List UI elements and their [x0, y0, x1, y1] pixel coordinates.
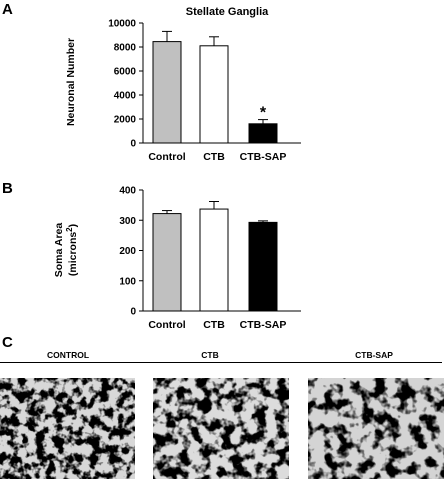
- micrograph-panel: CONTROL CTB CTB-SAP: [0, 350, 444, 479]
- chart-b-bar-ctb: [199, 208, 229, 312]
- chart-b-y-axis-unit: (microns: [67, 232, 79, 277]
- micrograph-label-ctb: CTB: [201, 350, 218, 360]
- chart-b-soma-area: Soma Area (microns2) 0 100 200 300 400 Contro…: [53, 186, 301, 331]
- chart-a-bar-ctb: [199, 45, 229, 144]
- chart-b-y-tick-label: 0: [130, 307, 136, 318]
- micrograph-ctb: [153, 378, 289, 479]
- chart-a-significance-marker: *: [260, 105, 267, 122]
- chart-b-y-axis-label-line2: (microns2): [65, 224, 79, 276]
- chart-a-category-label-control: Control: [148, 151, 185, 163]
- chart-a-category-label-ctb: CTB: [203, 151, 225, 163]
- chart-b-y-tick-label: 200: [119, 246, 136, 257]
- chart-b-category-label-ctb: CTB: [203, 319, 225, 331]
- chart-a-y-tick-label: 8000: [114, 43, 137, 54]
- chart-b-y-tick-label: 300: [119, 216, 136, 227]
- chart-b-category-label-ctb-sap: CTB-SAP: [240, 319, 287, 331]
- chart-a-y-tick-label: 4000: [114, 91, 137, 102]
- chart-b-y-axis-label-line1: Soma Area: [53, 223, 65, 278]
- panel-c-letter: C: [2, 334, 13, 351]
- chart-b-bar-control: [152, 213, 182, 312]
- micrograph-ctb-sap: [308, 378, 444, 479]
- chart-a-y-tick-label: 0: [130, 139, 136, 150]
- chart-a-y-tick-label: 2000: [114, 115, 137, 126]
- micrograph-label-ctb-sap: CTB-SAP: [355, 350, 393, 360]
- chart-b-bar-ctb-sap: [248, 221, 278, 312]
- chart-a-category-label-ctb-sap: CTB-SAP: [240, 151, 287, 163]
- chart-a-y-axis-label: Neuronal Number: [65, 38, 77, 126]
- panel-a-letter: A: [2, 1, 13, 18]
- micrograph-label-control: CONTROL: [47, 350, 89, 360]
- micrograph-control: [0, 378, 135, 479]
- chart-b-y-axis-superscript: 2: [65, 227, 74, 232]
- chart-a-title: Stellate Ganglia: [186, 6, 269, 18]
- chart-a-y-tick-label: 10000: [108, 19, 136, 30]
- chart-a-bar-ctb-sap: [248, 123, 278, 144]
- chart-b-y-tick-label: 100: [119, 276, 136, 287]
- chart-b-y-axis-close-paren: ): [67, 224, 79, 228]
- chart-a-y-tick-label: 6000: [114, 67, 137, 78]
- panel-b-letter: B: [2, 180, 13, 197]
- chart-b-category-label-control: Control: [148, 319, 185, 331]
- chart-a-neuronal-number: Stellate Ganglia Neuronal Number 0 2000 40…: [65, 6, 301, 163]
- chart-b-y-tick-label: 400: [119, 186, 136, 197]
- chart-a-bar-control: [152, 41, 182, 144]
